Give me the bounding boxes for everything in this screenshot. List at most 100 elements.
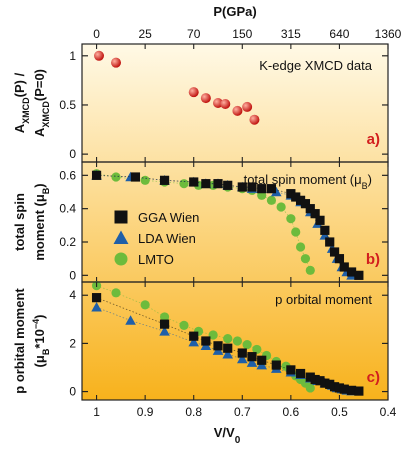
data-point — [188, 336, 200, 347]
data-point — [130, 172, 141, 182]
y-tick-label: 0.4 — [59, 202, 76, 216]
data-point — [286, 214, 296, 224]
panel-letter: c) — [367, 369, 380, 386]
y-title-b-line2: moment (μB) — [32, 183, 51, 260]
y-title-a-line1-part: XMCD — [21, 97, 31, 124]
data-point — [91, 170, 102, 180]
data-point — [208, 330, 218, 340]
data-point — [300, 254, 311, 264]
data-point — [111, 288, 121, 298]
top-axis-title: P(GPa) — [213, 4, 256, 19]
y-tick-label: 0.2 — [59, 235, 76, 249]
data-point — [213, 179, 223, 189]
plot-background — [82, 44, 388, 400]
series-a-k-edge-xmcd-data — [94, 50, 260, 125]
y-tick-label: 0 — [69, 385, 76, 399]
data-point — [310, 209, 320, 219]
y-title-b-line2-part: moment (μ — [32, 194, 47, 261]
data-point — [111, 172, 121, 182]
data-point — [125, 315, 136, 325]
panel-note: p orbital moment — [275, 292, 372, 307]
data-point — [200, 93, 211, 104]
data-point — [237, 182, 247, 192]
data-point — [305, 383, 315, 393]
data-point — [223, 180, 233, 190]
data-point — [295, 368, 306, 379]
data-point — [346, 267, 357, 277]
y-title-b-line1-part: total spin — [12, 193, 27, 251]
y-title-c-line1-part: p orbital moment — [12, 288, 27, 394]
data-point — [91, 301, 102, 312]
data-point — [354, 270, 364, 280]
y-title-c-line2-part: B — [41, 348, 51, 355]
data-point — [276, 202, 286, 212]
y-tick-label: 1 — [69, 49, 76, 63]
data-point — [295, 242, 306, 252]
y-title-c-line2-part: (μ — [32, 355, 47, 367]
y-title-b-line2-part: ) — [32, 183, 47, 187]
data-point — [334, 254, 345, 264]
data-point — [291, 227, 301, 237]
data-point — [201, 336, 211, 346]
data-point — [179, 179, 189, 189]
data-point — [320, 225, 330, 235]
data-point — [179, 320, 189, 330]
data-point — [222, 348, 234, 359]
data-point — [140, 175, 150, 185]
y-title-c-line2: (μB*10−4) — [31, 315, 51, 368]
data-point — [315, 215, 325, 225]
data-point — [315, 376, 325, 386]
legend-label: LDA Wien — [138, 231, 196, 246]
data-point — [159, 326, 170, 336]
data-point — [232, 105, 243, 116]
panel-b: 0 0.2 0.4 0.6 b) — [59, 161, 389, 283]
data-point — [305, 265, 315, 275]
panel-a: 0 0.5 1 a) — [59, 43, 389, 163]
data-point — [325, 237, 335, 247]
y-tick-label: 0.6 — [59, 168, 76, 182]
data-point — [232, 336, 243, 346]
data-point — [334, 383, 345, 393]
y-tick-label: 2 — [69, 336, 76, 350]
data-point — [257, 355, 267, 365]
data-point — [325, 379, 335, 389]
data-point — [111, 57, 121, 68]
top-tick-label: 1360 — [375, 27, 402, 41]
y-tick-label: 4 — [69, 288, 76, 302]
data-point — [339, 262, 349, 272]
data-point — [159, 319, 170, 329]
data-point — [242, 101, 253, 112]
data-point — [329, 382, 340, 392]
legend-label: LMTO — [138, 252, 174, 267]
data-point — [213, 341, 223, 351]
y-title-a-line1-part: (P) / — [12, 72, 27, 97]
data-point — [223, 333, 233, 344]
data-point — [286, 189, 296, 199]
data-point — [310, 374, 320, 385]
data-point — [201, 179, 211, 189]
x-tick-label: 0.9 — [137, 405, 154, 419]
y-title-c-line2-part: ) — [32, 315, 47, 319]
y-title-c-line2-part: −4 — [31, 319, 41, 329]
data-point — [189, 331, 199, 341]
panel-letter: a) — [367, 131, 380, 148]
y-tick-label: 0 — [69, 147, 76, 161]
data-point — [247, 352, 257, 362]
data-point — [213, 98, 223, 108]
x-axis-title-sub: 0 — [235, 435, 241, 446]
x-axis-title: V/V0 — [214, 425, 241, 445]
panel-frame — [81, 281, 389, 401]
legend-marker — [114, 252, 128, 266]
data-point — [220, 98, 231, 109]
data-point — [329, 247, 340, 257]
data-point — [305, 204, 315, 214]
data-point — [291, 192, 301, 202]
data-point — [237, 348, 247, 358]
legend: GGA Wien LDA Wien LMTO — [113, 210, 199, 267]
data-point — [257, 184, 267, 194]
x-tick-label: 0.5 — [331, 405, 348, 419]
data-point — [295, 195, 306, 205]
top-tick-label: 0 — [93, 27, 100, 41]
